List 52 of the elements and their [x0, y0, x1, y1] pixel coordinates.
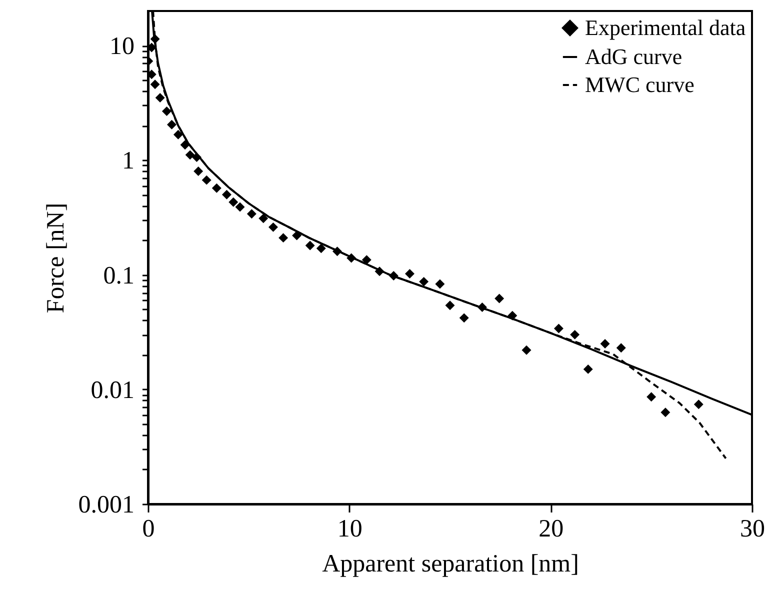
point	[305, 240, 315, 250]
point	[155, 93, 165, 103]
point	[646, 392, 656, 402]
point	[600, 339, 610, 349]
point	[554, 324, 564, 334]
point	[162, 106, 172, 116]
legend-label: AdG curve	[585, 44, 682, 69]
point	[148, 70, 156, 80]
y-tick-label: 10	[110, 33, 134, 60]
point	[660, 408, 670, 418]
point	[173, 130, 183, 140]
point	[583, 364, 593, 374]
point	[167, 120, 176, 130]
x-tick-label: 0	[142, 516, 155, 542]
legend-label: MWC curve	[585, 72, 694, 97]
point	[316, 244, 326, 254]
point	[435, 279, 445, 289]
point	[445, 300, 455, 310]
point	[258, 214, 268, 224]
y-tick-label: 0.1	[103, 262, 134, 290]
x-tick-label: 30	[740, 516, 765, 542]
y-tick-label: 0.001	[78, 492, 134, 518]
point	[194, 166, 204, 176]
point	[222, 190, 232, 200]
point	[494, 294, 504, 304]
point	[180, 140, 190, 150]
point	[419, 276, 429, 286]
point	[522, 345, 532, 355]
point	[148, 42, 156, 52]
x-axis-title: Apparent separation [nm]	[322, 550, 579, 578]
point	[292, 230, 302, 240]
point	[185, 150, 195, 160]
y-tick-label: 1	[122, 148, 134, 175]
point	[404, 269, 414, 279]
legend-label: Experimental data	[585, 15, 746, 40]
point	[228, 197, 238, 207]
point	[459, 313, 469, 323]
point	[202, 175, 212, 185]
point	[616, 343, 626, 353]
point	[235, 202, 245, 212]
x-tick-label: 20	[538, 516, 564, 542]
y-axis-title: Force [nN]	[42, 202, 70, 314]
point	[150, 80, 160, 90]
point	[212, 183, 222, 193]
y-tick-label: 0.01	[90, 376, 134, 404]
point	[268, 222, 278, 232]
point	[278, 233, 288, 243]
point	[694, 400, 704, 410]
point	[246, 209, 256, 219]
x-tick-label: 10	[337, 516, 362, 542]
point	[362, 255, 372, 265]
point	[570, 330, 580, 340]
